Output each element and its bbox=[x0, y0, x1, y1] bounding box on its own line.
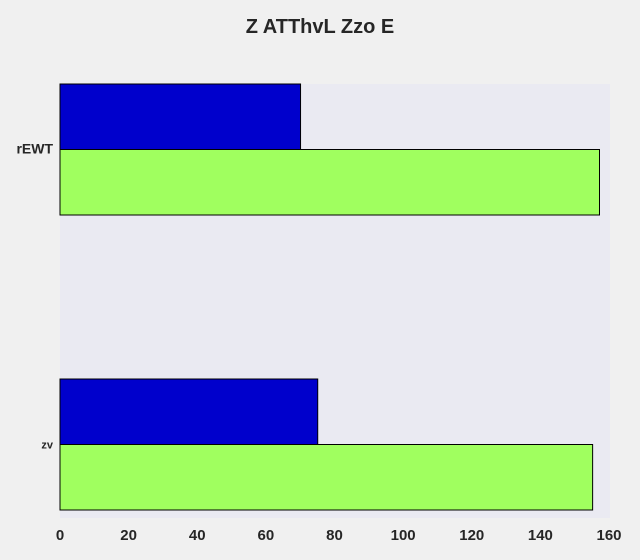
x-tick-labels: 0 20 40 60 80 100 120 140 160 bbox=[56, 527, 622, 544]
x-tick-label-0: 0 bbox=[56, 527, 64, 544]
bar-zv-series-2 bbox=[59, 444, 594, 511]
x-tick-label-40: 40 bbox=[189, 527, 206, 544]
category-labels: rEWT zv bbox=[16, 141, 53, 452]
x-tick-label-120: 120 bbox=[459, 527, 484, 544]
x-tick-label-80: 80 bbox=[326, 527, 343, 544]
bar-rEWT-series-2 bbox=[59, 149, 600, 216]
category-label-rEWT: rEWT bbox=[16, 141, 53, 157]
bar-zv-series-1 bbox=[59, 378, 319, 445]
chart-title: Z ATThvL Zzo E bbox=[245, 16, 395, 38]
x-tick-label-100: 100 bbox=[391, 527, 416, 544]
x-tick-label-60: 60 bbox=[258, 527, 275, 544]
x-tick-label-20: 20 bbox=[120, 527, 137, 544]
x-tick-label-140: 140 bbox=[528, 527, 553, 544]
category-label-zv: zv bbox=[41, 440, 54, 452]
x-tick-label-160: 160 bbox=[596, 527, 621, 544]
bar-rEWT-series-1 bbox=[59, 83, 302, 150]
bars-group bbox=[59, 83, 600, 511]
